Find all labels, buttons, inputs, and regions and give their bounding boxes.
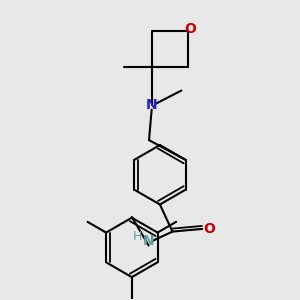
Text: N: N: [146, 98, 158, 112]
Text: O: O: [185, 22, 197, 37]
Text: O: O: [203, 222, 215, 236]
Text: N: N: [143, 235, 154, 248]
Text: H: H: [132, 230, 142, 243]
